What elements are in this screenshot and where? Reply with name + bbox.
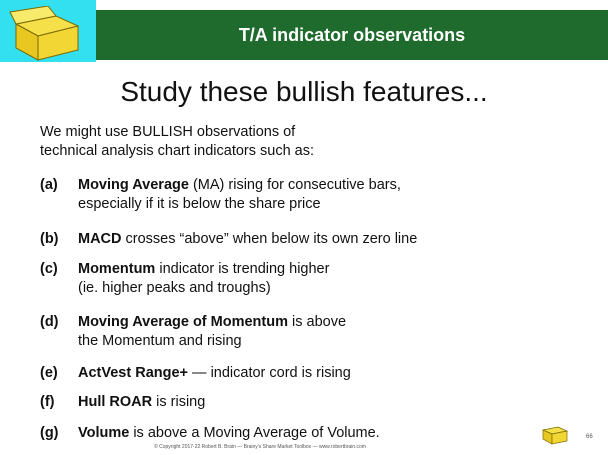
item-text: Moving Average of Momentum is above bbox=[78, 314, 346, 330]
item-rest: is rising bbox=[152, 394, 205, 410]
item-bold: Momentum bbox=[78, 261, 155, 277]
item-bold: Volume bbox=[78, 425, 129, 441]
item-bold: Hull ROAR bbox=[78, 394, 152, 410]
page-number: 66 bbox=[586, 434, 593, 440]
item-line2: (ie. higher peaks and troughs) bbox=[78, 280, 271, 296]
item-rest: crosses “above” when below its own zero … bbox=[122, 231, 418, 247]
item-text: MACD crosses “above” when below its own … bbox=[78, 231, 417, 247]
item-rest: (MA) rising for consecutive bars, bbox=[189, 177, 401, 193]
item-rest: indicator is trending higher bbox=[155, 261, 329, 277]
item-bold: MACD bbox=[78, 231, 122, 247]
item-label: (d) bbox=[40, 314, 59, 330]
item-text: Moving Average (MA) rising for consecuti… bbox=[78, 177, 401, 193]
header-title: T/A indicator observations bbox=[96, 10, 608, 60]
item-text: Hull ROAR is rising bbox=[78, 394, 205, 410]
item-line2: the Momentum and rising bbox=[78, 333, 242, 349]
item-rest: — indicator cord is rising bbox=[188, 365, 351, 381]
heading: Study these bullish features... bbox=[0, 76, 608, 108]
item-label: (a) bbox=[40, 177, 58, 193]
item-bold: Moving Average of Momentum bbox=[78, 314, 288, 330]
item-bold: ActVest Range+ bbox=[78, 365, 188, 381]
item-label: (b) bbox=[40, 231, 59, 247]
item-text: Momentum indicator is trending higher bbox=[78, 261, 329, 277]
toolbox-icon-small bbox=[540, 424, 570, 446]
item-rest: is above bbox=[288, 314, 346, 330]
item-text: Volume is above a Moving Average of Volu… bbox=[78, 425, 380, 441]
item-text: ActVest Range+ — indicator cord is risin… bbox=[78, 365, 351, 381]
intro-line: technical analysis chart indicators such… bbox=[40, 143, 314, 159]
item-label: (g) bbox=[40, 425, 59, 441]
footer: © Copyright 2017-22 Robert B. Brain — Br… bbox=[0, 444, 520, 450]
item-label: (c) bbox=[40, 261, 58, 277]
slide: {"header": {"title": "T/A indicator obse… bbox=[0, 0, 608, 455]
item-label: (f) bbox=[40, 394, 55, 410]
item-line2: especially if it is below the share pric… bbox=[78, 196, 321, 212]
toolbox-icon bbox=[8, 6, 86, 62]
item-rest: is above a Moving Average of Volume. bbox=[129, 425, 379, 441]
intro-line: We might use BULLISH observations of bbox=[40, 124, 295, 140]
item-bold: Moving Average bbox=[78, 177, 189, 193]
item-label: (e) bbox=[40, 365, 58, 381]
